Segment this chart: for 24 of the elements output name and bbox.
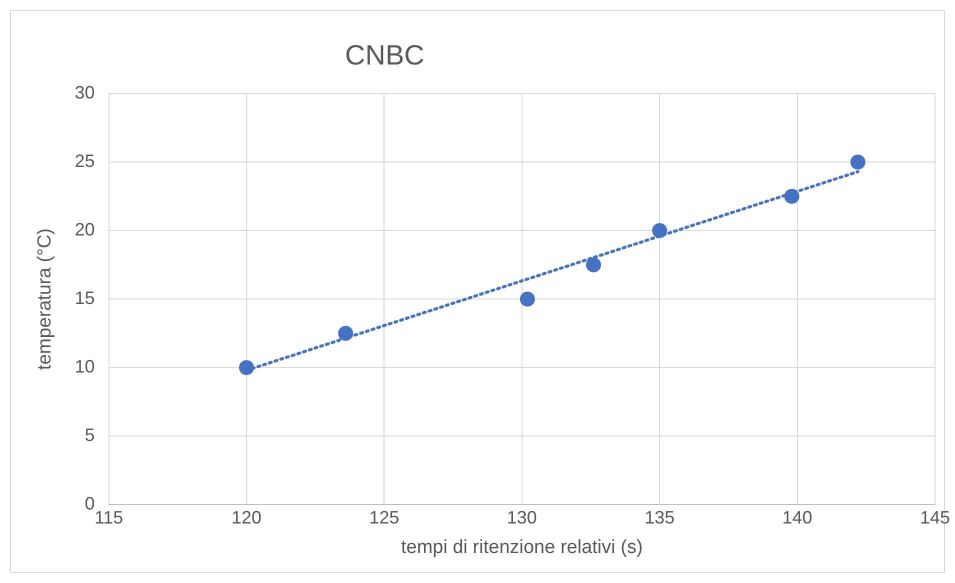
point [520,292,535,307]
x-tick-label: 115 [94,507,124,528]
x-tick-label: 130 [506,507,537,528]
point [850,154,866,170]
y-tick-label: 0 [84,494,95,514]
y-tick-label: 30 [74,82,95,103]
x-tick-label: 125 [369,507,400,528]
x-tick-label: 140 [782,507,812,528]
y-axis-title: temperatura (°C) [34,228,56,370]
y-tick-label: 10 [74,356,95,377]
point [586,257,602,272]
point [652,223,668,238]
chart-title: CNBC [345,40,424,71]
point [239,360,254,376]
y-tick-label: 20 [74,220,95,240]
x-tick-label: 135 [644,507,675,528]
y-tick-label: 25 [74,151,95,172]
x-axis-title: tempi di ritenzione relativi (s) [401,536,643,558]
x-tick-label: 120 [231,507,262,528]
y-tick-label: 15 [74,288,95,308]
y-tick-label: 5 [84,425,95,446]
x-tick-label: 145 [920,507,950,528]
point [338,326,354,341]
point [784,188,800,204]
